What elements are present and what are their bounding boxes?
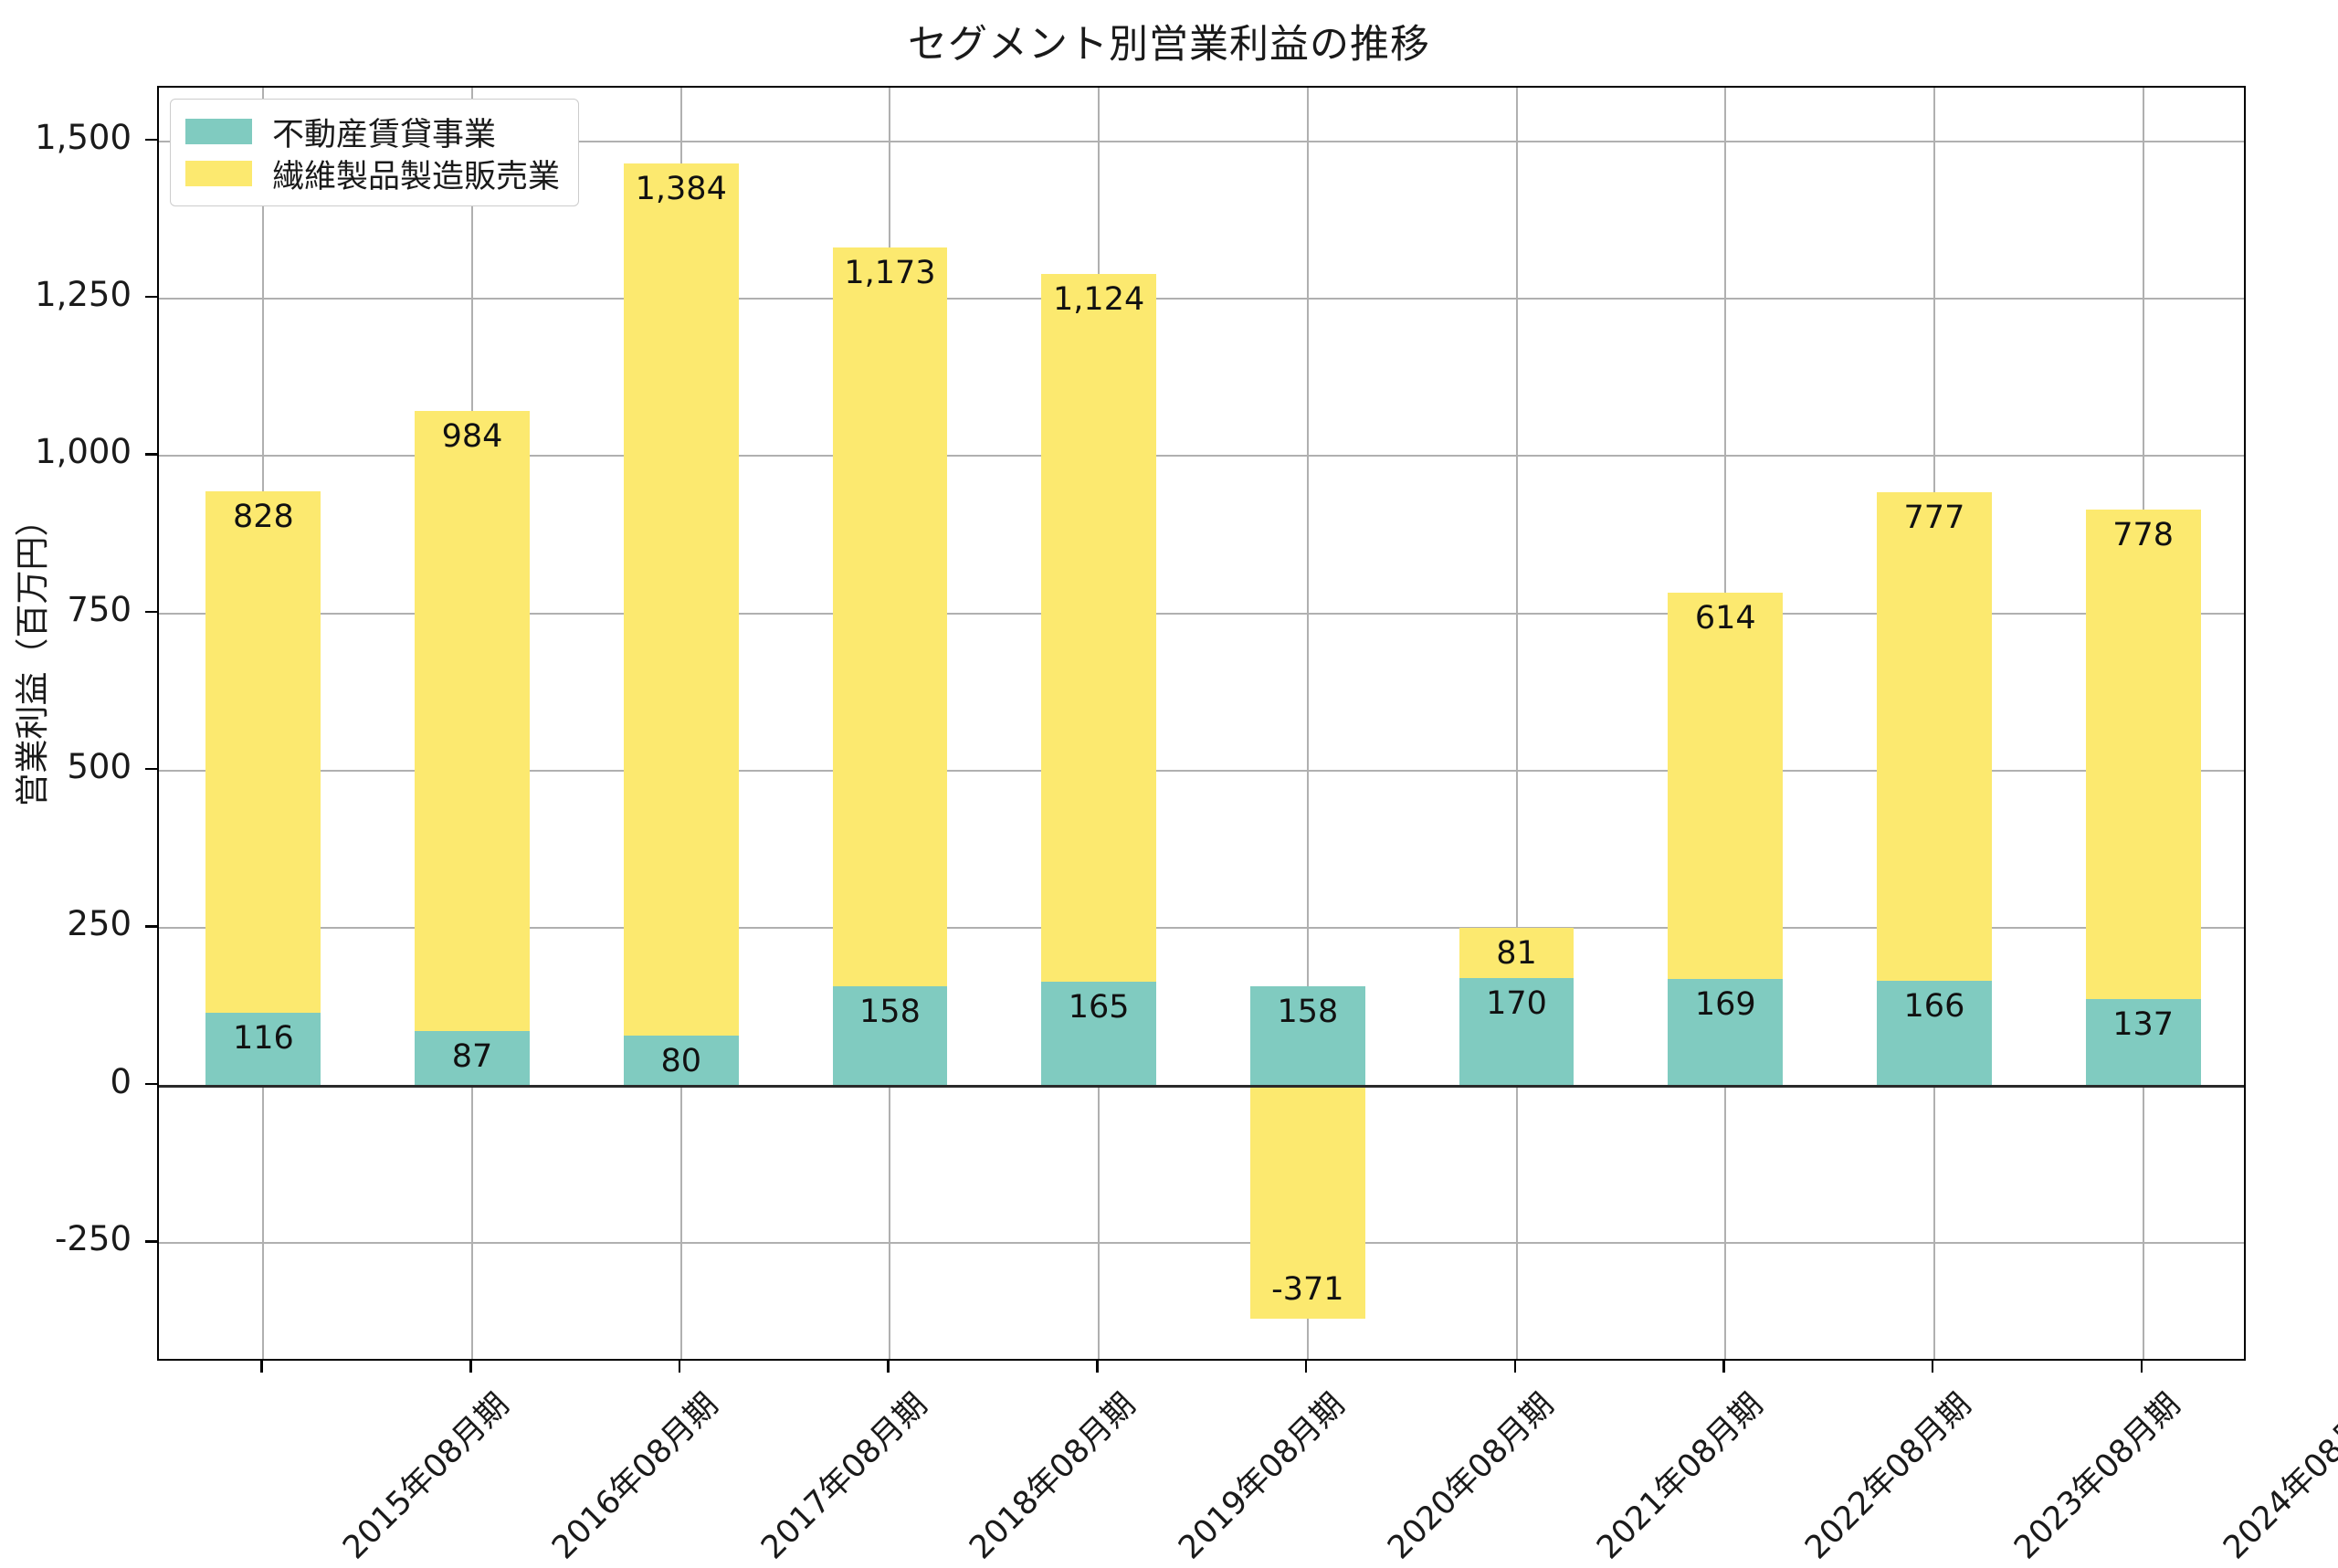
bar-segment-real-estate[interactable] [1041, 981, 1157, 1086]
bar-value-label-textile: 1,173 [844, 255, 936, 292]
bar-value-label-textile: 81 [1496, 934, 1537, 972]
bar-value-label-textile: 1,384 [635, 171, 727, 208]
bar-value-label-textile: 614 [1694, 599, 1756, 637]
bar-value-label-real-estate: 170 [1486, 985, 1547, 1023]
bar-value-label-textile: 984 [441, 418, 503, 456]
bar-segment-textile[interactable] [1668, 592, 1784, 980]
y-tick-mark [145, 610, 157, 614]
y-tick-mark [145, 1082, 157, 1086]
legend-label: 不動産賃貸事業 [272, 116, 497, 153]
x-tick-label: 2018年08月期 [963, 1386, 1143, 1567]
gridline-vertical [1515, 88, 1518, 1359]
bar-value-label-real-estate: 80 [660, 1042, 702, 1079]
bar-segment-real-estate[interactable] [415, 1030, 530, 1086]
x-tick-label: 2020年08月期 [1381, 1386, 1562, 1567]
bar-segment-real-estate[interactable] [1249, 985, 1365, 1086]
x-tick-label: 2017年08月期 [754, 1386, 935, 1567]
bar-value-label-real-estate: 165 [1068, 988, 1130, 1026]
plot-inner: 116 828 87 984 80 1,384 158 1,173 165 1,124 158 -37… [159, 88, 2244, 1359]
x-tick-label: 2019年08月期 [1172, 1386, 1353, 1567]
y-tick-mark [145, 295, 157, 299]
x-tick-mark [1931, 1361, 1934, 1373]
zero-line [159, 1084, 2244, 1088]
gridline-horizontal [159, 297, 2244, 300]
bar-value-label-real-estate: 137 [2112, 1006, 2175, 1044]
gridline-horizontal [159, 140, 2244, 142]
x-tick-mark [887, 1361, 890, 1373]
bar-segment-textile[interactable] [1249, 1085, 1365, 1320]
x-tick-label: 2016年08月期 [545, 1386, 726, 1567]
gridline-horizontal [159, 455, 2244, 458]
legend-item[interactable]: 不動産賃貸事業 [185, 110, 560, 153]
bar-value-label-textile: -371 [1271, 1271, 1344, 1309]
bar-value-label-real-estate: 116 [232, 1019, 294, 1057]
bar-value-label-real-estate: 158 [859, 993, 921, 1030]
x-tick-label: 2023年08月期 [2007, 1386, 2188, 1567]
x-tick-mark [2140, 1361, 2143, 1373]
bar-value-label-real-estate: 169 [1694, 986, 1756, 1024]
bar-value-label-textile: 778 [2112, 516, 2175, 553]
x-tick-mark [678, 1361, 681, 1373]
y-tick-label: 1,500 [35, 117, 132, 157]
y-tick-label: 500 [67, 746, 132, 786]
y-tick-mark [145, 453, 157, 456]
y-tick-mark [145, 138, 157, 142]
legend-swatch-real-estate [185, 119, 252, 144]
bar-value-label-real-estate: 166 [1903, 988, 1965, 1026]
bar-segment-real-estate[interactable] [1877, 981, 1992, 1086]
gridline-horizontal [159, 769, 2244, 772]
x-tick-mark [1722, 1361, 1725, 1373]
legend-label: 繊維製品製造販売業 [272, 158, 561, 195]
bar-segment-textile[interactable] [1041, 274, 1157, 982]
x-tick-label: 2015年08月期 [336, 1386, 517, 1567]
bar-segment-textile[interactable] [205, 490, 321, 1013]
bar-segment-real-estate[interactable] [832, 985, 948, 1086]
bar-value-label-textile: 1,124 [1053, 281, 1145, 319]
legend-swatch-textile [185, 161, 252, 186]
bar-value-label-real-estate: 158 [1277, 993, 1339, 1030]
bar-segment-textile[interactable] [623, 163, 739, 1036]
bar-segment-real-estate[interactable] [1459, 978, 1574, 1086]
x-tick-label: 2022年08月期 [1798, 1386, 1979, 1567]
bar-segment-textile[interactable] [2085, 509, 2201, 1000]
bar-value-label-real-estate: 87 [451, 1037, 493, 1075]
bar-segment-real-estate[interactable] [2085, 999, 2201, 1086]
y-tick-label: 1,000 [35, 432, 132, 472]
plot-area: 116 828 87 984 80 1,384 158 1,173 165 1,124 158 -37… [157, 86, 2246, 1361]
bar-segment-real-estate[interactable] [623, 1035, 739, 1086]
page-title: セグメント別営業利益の推移 [908, 22, 1430, 68]
bar-segment-textile[interactable] [832, 247, 948, 986]
y-tick-mark [145, 767, 157, 771]
y-tick-label: 250 [67, 904, 132, 944]
bar-segment-textile[interactable] [1877, 491, 1992, 982]
x-tick-mark [469, 1361, 472, 1373]
x-tick-mark [1304, 1361, 1308, 1373]
y-tick-label: -250 [55, 1219, 132, 1259]
x-tick-label: 2024年08月期 [2216, 1386, 2338, 1567]
bar-segment-textile[interactable] [1459, 927, 1574, 979]
gridline-vertical [1306, 88, 1309, 1359]
bar-value-label-textile: 777 [1903, 499, 1965, 536]
y-tick-label: 1,250 [35, 274, 132, 314]
bar-segment-textile[interactable] [415, 411, 530, 1031]
gridline-horizontal [159, 927, 2244, 930]
x-tick-mark [260, 1361, 263, 1373]
y-tick-mark [145, 925, 157, 928]
y-tick-label: 0 [110, 1061, 132, 1101]
bar-segment-real-estate[interactable] [205, 1012, 321, 1086]
legend-item[interactable]: 繊維製品製造販売業 [185, 153, 560, 195]
gridline-horizontal [159, 1242, 2244, 1245]
x-tick-mark [1096, 1361, 1099, 1373]
bar-segment-real-estate[interactable] [1668, 979, 1784, 1086]
x-tick-label: 2021年08月期 [1589, 1386, 1770, 1567]
y-tick-label: 750 [67, 589, 132, 629]
y-tick-mark [145, 1240, 157, 1243]
x-tick-mark [1513, 1361, 1517, 1373]
legend: 不動産賃貸事業 繊維製品製造販売業 [170, 99, 580, 206]
bar-value-label-textile: 828 [232, 498, 294, 535]
gridline-horizontal [159, 612, 2244, 615]
